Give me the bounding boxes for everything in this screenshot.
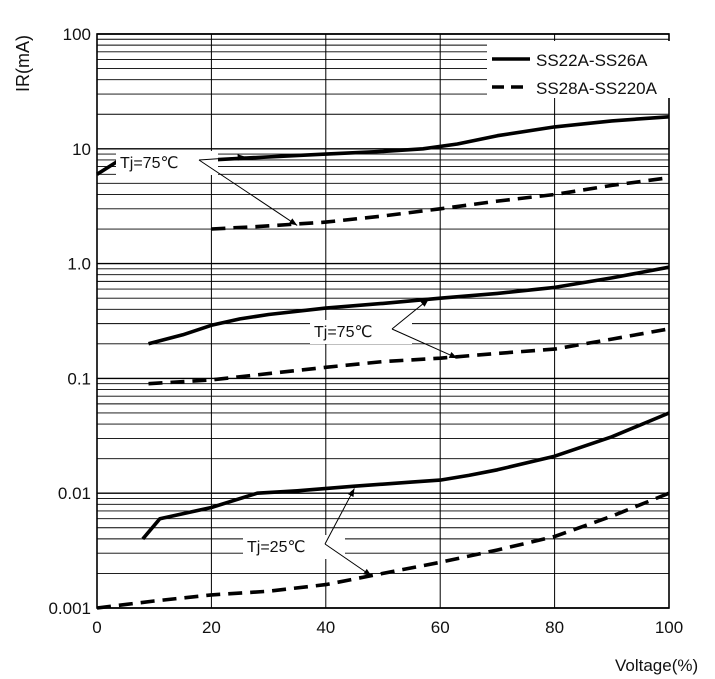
series-line-solid [141, 411, 670, 541]
annotation-arrowhead [288, 218, 298, 226]
annotation-box [310, 320, 412, 344]
annotation-arrowhead [363, 568, 372, 576]
y-tick-label: 10 [72, 140, 91, 159]
legend-label-solid: SS22A-SS26A [536, 51, 648, 70]
legend: SS22A-SS26A SS28A-SS220A [487, 41, 670, 98]
annotation-label: Tj=25℃ [247, 539, 305, 556]
y-tick-label: 0.1 [67, 369, 91, 388]
series-line-dashed [211, 175, 670, 231]
tick-labels: 0.001 0.01 0.1 1.0 10 100 0 20 40 60 80 100 [48, 25, 683, 637]
x-tick-label: 80 [545, 618, 564, 637]
annotation-arrowhead [347, 488, 355, 498]
y-tick-label: 1.0 [67, 255, 91, 274]
x-tick-label: 0 [92, 618, 101, 637]
annotation-arrowhead [237, 154, 246, 161]
x-tick-label: 60 [431, 618, 450, 637]
y-tick-label: 0.001 [48, 599, 91, 618]
x-tick-label: 40 [316, 618, 335, 637]
x-axis-label: Voltage(%) [615, 656, 698, 675]
annotation-label: Tj=75℃ [314, 324, 372, 341]
annotation-arrowhead [448, 352, 458, 359]
plot-frame [96, 33, 670, 609]
series-layer [96, 115, 670, 610]
annotation-leader [324, 543, 372, 577]
annotation-label: Tj=75℃ [120, 155, 178, 172]
y-tick-label: 100 [63, 25, 91, 44]
y-axis-label: IR(mA) [13, 35, 33, 92]
series-line-dashed [148, 327, 670, 386]
annotation-leader [324, 488, 355, 545]
x-tick-label: 100 [655, 618, 683, 637]
annotation-leader [198, 159, 298, 226]
annotations: Tj=75℃ Tj=75℃ Tj=25℃ [116, 151, 458, 577]
annotation-arrowhead [420, 299, 429, 307]
series-line-dashed [96, 491, 670, 610]
series-line-solid [148, 265, 670, 346]
annotation-leader [391, 328, 458, 359]
annotation-box [116, 151, 218, 175]
x-tick-label: 20 [202, 618, 221, 637]
legend-label-dashed: SS28A-SS220A [536, 79, 658, 98]
y-tick-label: 0.01 [58, 484, 91, 503]
